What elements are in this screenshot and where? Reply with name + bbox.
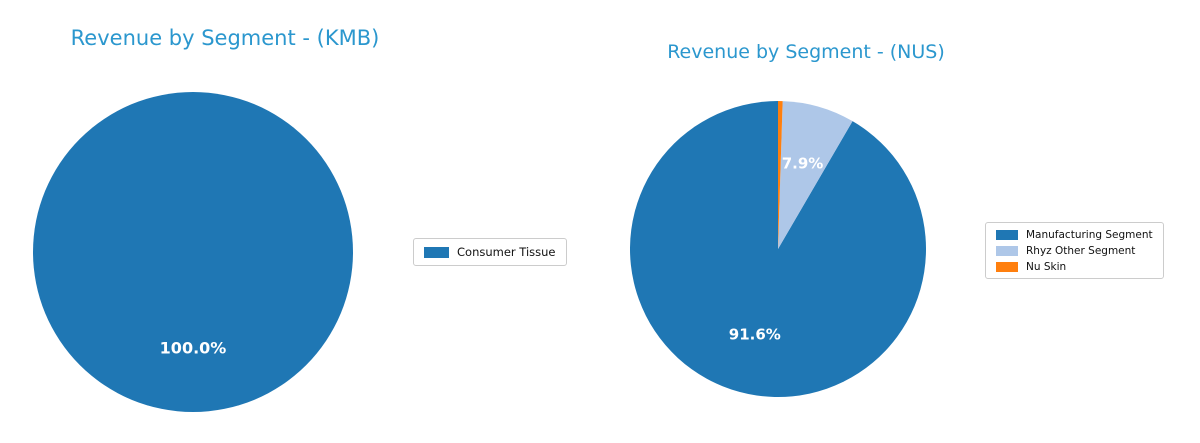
nus-legend: Manufacturing Segment Rhyz Other Segment… [985, 222, 1164, 279]
pie-slice-rhyz-other-segment [778, 101, 853, 249]
pie-slice-consumer-tissue [33, 92, 353, 412]
legend-label: Nu Skin [1026, 260, 1067, 273]
pie-pct-label: 91.6% [729, 326, 781, 344]
kmb-pie-chart: 100.0% [33, 92, 353, 412]
kmb-legend: Consumer Tissue [413, 238, 567, 266]
legend-item: Consumer Tissue [424, 245, 556, 259]
kmb-chart-title: Revenue by Segment - (KMB) [70, 26, 380, 50]
legend-item: Nu Skin [996, 261, 1153, 273]
legend-swatch-nu-skin [996, 261, 1018, 272]
legend-swatch-rhyz-other-segment [996, 245, 1018, 256]
legend-label: Manufacturing Segment [1026, 228, 1153, 241]
legend-swatch-consumer-tissue [424, 246, 449, 258]
legend-item: Rhyz Other Segment [996, 245, 1153, 257]
nus-pie-chart: 91.6% 7.9% [630, 101, 926, 397]
nus-chart-title: Revenue by Segment - (NUS) [667, 41, 945, 63]
legend-item: Manufacturing Segment [996, 229, 1153, 241]
legend-label: Rhyz Other Segment [1026, 244, 1136, 257]
legend-label: Consumer Tissue [457, 245, 556, 259]
pie-slice-manufacturing-segment [630, 101, 926, 397]
pie-pct-label: 7.9% [782, 155, 824, 173]
pie-slice-nu-skin [778, 101, 783, 249]
legend-swatch-manufacturing-segment [996, 229, 1018, 240]
pie-pct-label: 100.0% [160, 339, 227, 358]
